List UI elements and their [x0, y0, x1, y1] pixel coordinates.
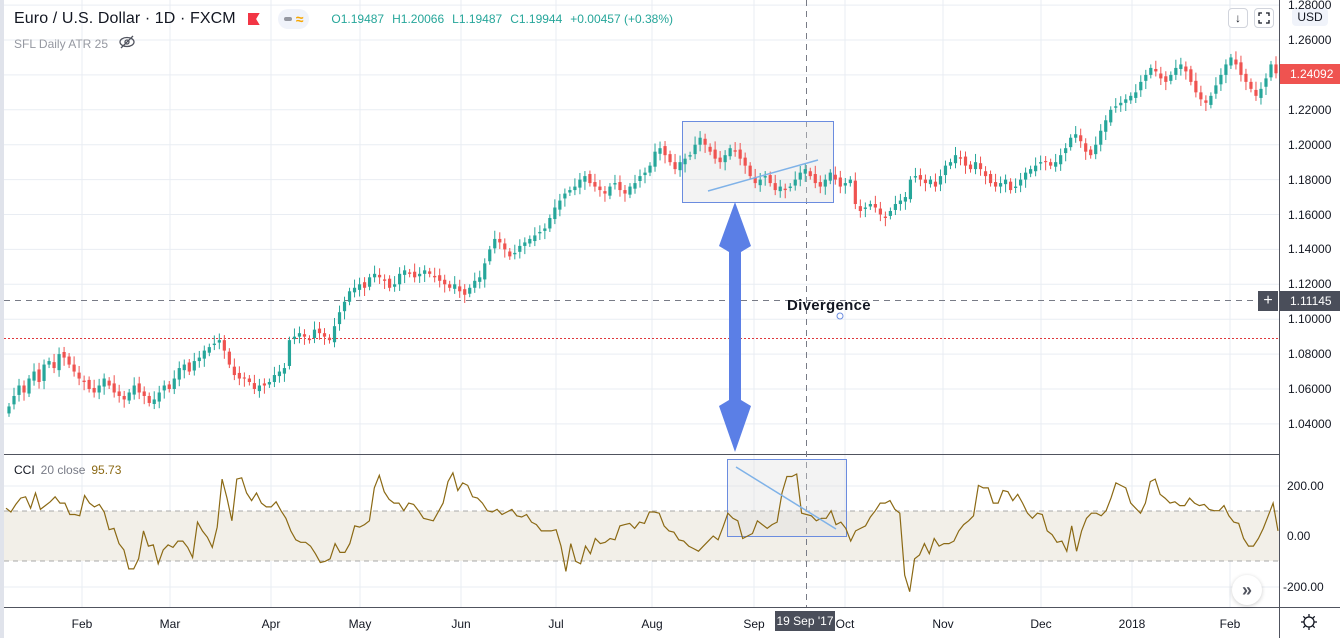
last-price-tag: 1.24092 [1280, 64, 1340, 84]
crosshair-price-tag: 1.11145 [1280, 291, 1340, 311]
symbol-legend: Euro / U.S. Dollar · 1D · FXCM ≈ O1.1948… [14, 9, 673, 29]
price-tick: 1.26000 [1288, 33, 1332, 47]
low-value: L1.19487 [452, 12, 503, 26]
time-tick: Jul [548, 617, 564, 631]
time-tick: Mar [159, 617, 181, 631]
close-value: C1.19944 [510, 12, 563, 26]
price-tick: 1.16000 [1288, 207, 1332, 222]
ohlc-values: O1.19487 H1.20066 L1.19487 C1.19944 +0.0… [331, 12, 673, 26]
currency-label[interactable]: USD [1292, 8, 1328, 26]
price-tick: 1.06000 [1288, 382, 1332, 396]
price-tick: 1.22000 [1288, 102, 1332, 117]
time-tick: Feb [71, 617, 93, 631]
wave-icon: ≈ [295, 11, 304, 27]
fullscreen-button[interactable] [1254, 8, 1274, 28]
scroll-down-button[interactable]: ↓ [1228, 8, 1248, 28]
cci-tick-200: 200.00 [1287, 479, 1324, 493]
time-tick: 2018 [1118, 617, 1146, 631]
left-toolbar-edge [0, 0, 4, 638]
price-trendline[interactable] [707, 159, 819, 192]
atr-indicator-legend: SFL Daily ATR 25 [14, 35, 136, 52]
price-tick: 1.12000 [1288, 277, 1332, 292]
price-tick: 1.20000 [1288, 137, 1332, 152]
price-tick: 1.10000 [1288, 312, 1332, 327]
time-tick: Apr [261, 617, 281, 631]
cci-band [4, 511, 1279, 561]
time-tick: Oct [835, 617, 855, 631]
anchor-point-icon[interactable] [836, 312, 844, 320]
grid-lines [4, 0, 1279, 607]
time-tick: May [348, 617, 372, 631]
settings-gear-icon [1301, 614, 1317, 630]
fullscreen-icon [1258, 12, 1270, 24]
cci-line [5, 471, 1279, 592]
price-tick: 1.14000 [1288, 242, 1332, 257]
atr-indicator-label[interactable]: SFL Daily ATR 25 [14, 36, 109, 51]
plus-icon: + [1263, 292, 1273, 309]
arrow-down-icon: ↓ [1235, 11, 1241, 25]
double-arrow-icon[interactable] [719, 202, 751, 452]
chart-settings-button[interactable] [1300, 613, 1318, 631]
cci-value: 95.73 [91, 463, 122, 477]
cci-params: 20 close [40, 463, 86, 477]
double-chevron-right-icon: » [1241, 579, 1252, 600]
add-alert-plus-button[interactable]: + [1258, 291, 1278, 311]
cci-tick-0: 0.00 [1287, 529, 1311, 543]
time-tick: Sep [743, 617, 765, 631]
compare-pill[interactable]: ≈ [277, 9, 310, 29]
crosshair-date-tag: 19 Sep '17 [775, 611, 835, 631]
cci-label[interactable]: CCI [14, 463, 35, 477]
high-value: H1.20066 [392, 12, 445, 26]
cci-trendline[interactable] [735, 466, 837, 530]
hidden-eye-icon[interactable] [118, 35, 136, 52]
change-value: +0.00457 (+0.38%) [570, 12, 674, 26]
cci-legend: CCI 20 close 95.73 [14, 463, 121, 477]
time-tick: Nov [932, 617, 954, 631]
time-tick: Aug [641, 617, 663, 631]
price-tick: 1.18000 [1288, 172, 1332, 187]
time-tick: Feb [1219, 617, 1241, 631]
divergence-text-annotation[interactable]: Divergence [787, 297, 871, 314]
market-closed-flag-icon [247, 13, 260, 25]
time-tick: Jun [451, 617, 471, 631]
price-candles [7, 51, 1278, 417]
open-value: O1.19487 [331, 12, 385, 26]
minus-icon [283, 17, 292, 21]
scroll-to-realtime-button[interactable]: » [1232, 575, 1262, 605]
price-tick: 1.04000 [1288, 416, 1332, 431]
price-tick: 1.08000 [1288, 347, 1332, 362]
price-tick: 1.28000 [1288, 0, 1332, 13]
time-tick: Dec [1030, 617, 1052, 631]
cci-tick-minus-200: -200.00 [1283, 580, 1324, 594]
symbol-title[interactable]: Euro / U.S. Dollar · 1D · FXCM [14, 10, 236, 27]
